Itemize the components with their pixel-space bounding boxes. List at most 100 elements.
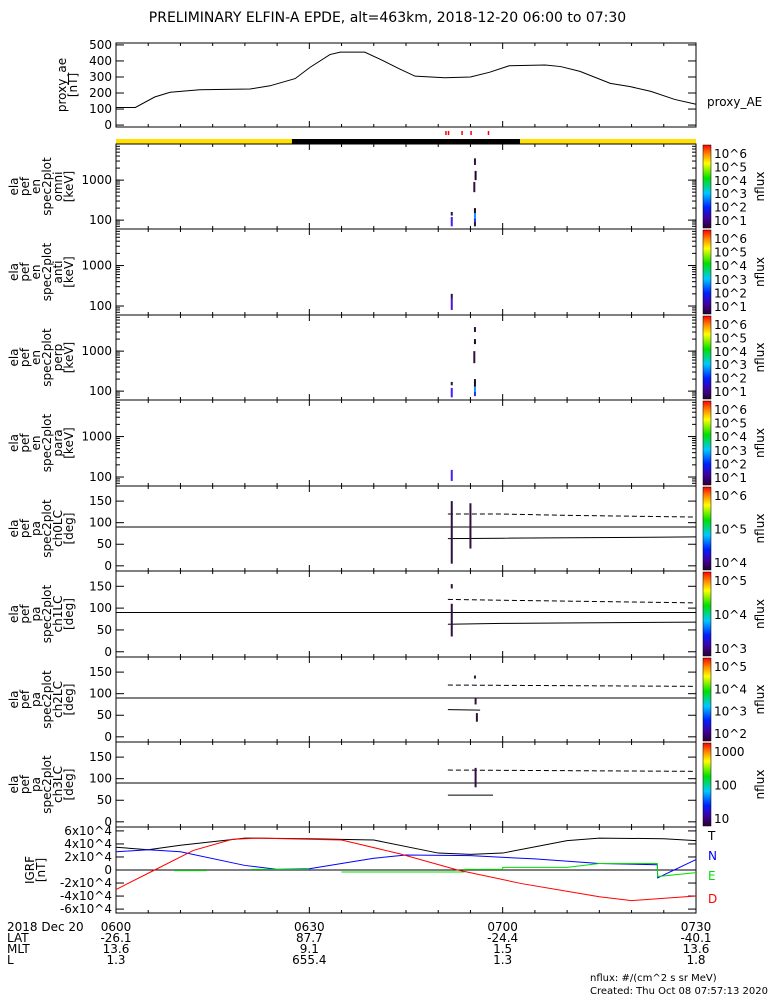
- spectrogram-pixel: [473, 158, 476, 165]
- colorbar-tick-label: 10^2: [714, 372, 747, 386]
- anti-ylabel-line: [keV]: [62, 256, 76, 287]
- omni-ylabel-line: spec2plot: [40, 157, 54, 216]
- colorbar-label: nflux: [753, 770, 767, 800]
- colorbar-tick-label: 10^1: [714, 471, 747, 485]
- y-tick-label: 100: [89, 213, 112, 227]
- spectrogram-pixel: [450, 381, 453, 386]
- spectrogram-pixel: [473, 392, 476, 397]
- spectrogram-pixel: [473, 208, 476, 214]
- colorbar-tick-label: 10^4: [714, 682, 747, 696]
- y-tick-label: 1000: [81, 430, 112, 444]
- orbit-row-value: -40.1: [680, 931, 711, 945]
- spectrogram-pixel: [473, 213, 476, 219]
- y-tick-label: 50: [97, 793, 112, 807]
- colorbar-tick-label: 10^6: [714, 147, 747, 161]
- igrf-D-line: [115, 837, 697, 902]
- ch3LC-panel-frame: [115, 741, 697, 828]
- omni-ylabel-line: omni: [51, 172, 65, 202]
- day-night-bar-segment: [520, 139, 696, 144]
- colorbar-tick-label: 10^5: [714, 660, 747, 674]
- orbit-row-value: 0730: [681, 920, 712, 934]
- orbit-row-value: -24.4: [487, 931, 518, 945]
- pitch-angle-solid-line: [447, 536, 697, 540]
- y-tick-label: 4x10^4: [64, 837, 112, 851]
- y-tick-label: 2x10^4: [64, 850, 112, 864]
- pitch-angle-solid-line: [447, 621, 697, 625]
- anti-ylabel-line: ela: [7, 263, 21, 281]
- colorbar: [702, 400, 712, 486]
- igrf-N-line: [115, 849, 697, 879]
- colorbar-tick-label: 10^4: [714, 259, 747, 273]
- ch0LC-panel-frame: [115, 485, 697, 572]
- figure-title: PRELIMINARY ELFIN-A EPDE, alt=463km, 201…: [148, 10, 627, 26]
- colorbar-label: nflux: [753, 343, 767, 373]
- y-tick-label: 150: [89, 750, 112, 764]
- orbit-row-value: 13.6: [103, 942, 130, 956]
- igrf-legend-N: N: [708, 849, 717, 863]
- colorbar-label: nflux: [753, 514, 767, 544]
- colorbar-tick-label: 10^1: [714, 300, 747, 314]
- colorbar-tick-label: 10^3: [714, 444, 747, 458]
- y-tick-label: 100: [89, 516, 112, 530]
- y-tick-label: 150: [89, 494, 112, 508]
- orbit-row-value: 1.8: [686, 953, 705, 967]
- ch3LC-ylabel-line: ela: [7, 775, 21, 793]
- ch2LC-ylabel-line: spec2plot: [40, 670, 54, 729]
- colorbar-tick-label: 100: [714, 779, 737, 793]
- proxy-ae-panel-frame: [115, 42, 697, 128]
- y-tick-label: 1000: [81, 259, 112, 273]
- colorbar-tick-label: 10^5: [714, 417, 747, 431]
- igrf-E-line: [341, 862, 697, 878]
- y-tick-label: 200: [89, 86, 112, 100]
- colorbar-tick-label: 10^4: [714, 608, 747, 622]
- colorbar-tick-label: 10^3: [714, 273, 747, 287]
- ch0LC-ylabel-line: pef: [18, 518, 32, 538]
- colorbar-tick-label: 10^5: [714, 160, 747, 174]
- igrf-legend-D: D: [708, 892, 717, 906]
- spectrogram-pixel: [450, 293, 453, 299]
- colorbar-tick-label: 10^3: [714, 705, 747, 719]
- y-tick-label: 0: [104, 559, 112, 573]
- colorbar-tick-label: 10^4: [714, 174, 747, 188]
- colorbar-tick-label: 10^4: [714, 430, 747, 444]
- para-ylabel-line: spec2plot: [40, 413, 54, 472]
- anti-ylabel-line: en: [29, 265, 43, 280]
- colorbar-tick-label: 10^4: [714, 556, 747, 570]
- anti-ylabel-line: anti: [51, 261, 65, 284]
- spectrogram-pixel: [473, 339, 476, 345]
- y-tick-label: 300: [89, 70, 112, 84]
- spectrogram-pixel: [474, 170, 477, 181]
- igrf-ylabel-line: [nT]: [34, 858, 48, 882]
- colorbar-label: nflux: [753, 428, 767, 458]
- y-tick-label: 100: [89, 687, 112, 701]
- ch2LC-ylabel-line: pef: [18, 689, 32, 709]
- spectrogram-pixel: [450, 501, 453, 564]
- proxy-ae-ylabel-line: [nT]: [66, 73, 80, 97]
- pitch-angle-dashed-line: [447, 769, 697, 772]
- pitch-angle-dashed-line: [447, 513, 697, 518]
- perp-ylabel-line: ela: [7, 348, 21, 366]
- ch0LC-ylabel-line: spec2plot: [40, 499, 54, 558]
- spectrogram-pixel: [450, 584, 453, 589]
- orbit-row-label: L: [7, 953, 14, 967]
- proxy-ae-line: [116, 51, 697, 108]
- colorbar-label: nflux: [753, 685, 767, 715]
- colorbar: [702, 571, 712, 657]
- spectrogram-pixel: [474, 767, 477, 788]
- orbit-row-value: 13.6: [683, 942, 710, 956]
- colorbar: [702, 144, 712, 229]
- igrf-ylabel-line: IGRF: [23, 856, 37, 884]
- colorbar-tick-label: 10^5: [714, 574, 747, 588]
- y-tick-label: 0: [104, 730, 112, 744]
- colorbar-tick-label: 10^4: [714, 345, 747, 359]
- ch1LC-ylabel-line: ela: [7, 605, 21, 623]
- y-tick-label: 0: [104, 863, 112, 877]
- ch1LC-ylabel-line: [deg]: [62, 598, 76, 630]
- y-tick-label: 100: [89, 384, 112, 398]
- y-tick-label: 100: [89, 470, 112, 484]
- ch3LC-ylabel-line: pef: [18, 774, 32, 794]
- perp-ylabel-line: pef: [18, 347, 32, 367]
- colorbar-tick-label: 10^3: [714, 187, 747, 201]
- colorbar-tick-label: 10^3: [714, 642, 747, 656]
- ch0LC-ylabel-line: pa: [29, 521, 43, 536]
